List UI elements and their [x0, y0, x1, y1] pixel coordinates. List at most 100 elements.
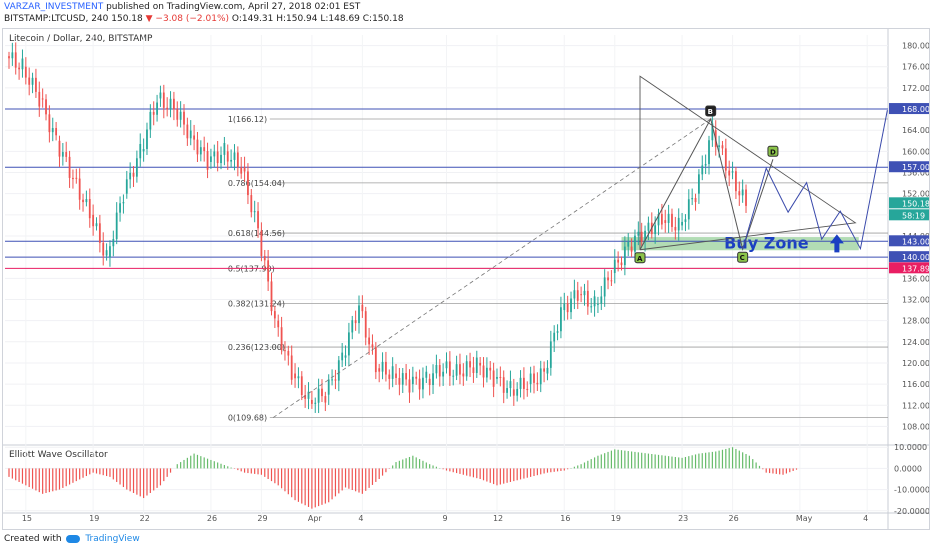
- candle-body: [472, 367, 475, 373]
- candle-body: [203, 147, 206, 152]
- candle-body: [475, 357, 478, 373]
- candle-body: [162, 92, 165, 108]
- wave-label-marker: [634, 252, 646, 264]
- price-tick-label: 108.00: [902, 422, 929, 431]
- time-tick-label: 26: [729, 514, 739, 523]
- candle-body: [529, 373, 532, 385]
- candle-body: [216, 151, 219, 164]
- candle-body: [51, 128, 54, 133]
- symbol-label: BITSTAMP:LTCUSD, 240: [4, 14, 109, 24]
- candle-body: [358, 305, 360, 324]
- candle-body: [506, 388, 508, 393]
- osc-tick-label: -10.0000: [894, 486, 929, 495]
- candle-body: [745, 189, 747, 206]
- candle-body: [378, 368, 381, 372]
- price-level-tag: [889, 103, 929, 115]
- candle-body: [105, 250, 108, 256]
- candle-body: [243, 167, 246, 172]
- candle-body: [290, 355, 293, 380]
- candle-body: [613, 259, 616, 274]
- time-tick-label: 23: [678, 514, 688, 523]
- wave-label-a: A: [637, 255, 643, 263]
- candle-body: [388, 374, 391, 379]
- candle-body: [18, 67, 20, 70]
- candle-body: [270, 281, 273, 312]
- candle-body: [583, 290, 586, 296]
- candle-body: [667, 213, 670, 223]
- candle-body: [236, 152, 239, 168]
- main-chart-title: Litecoin / Dollar, 240, BITSTAMP: [9, 34, 153, 44]
- time-tick-label: 4: [863, 514, 868, 523]
- time-tick-label: Apr: [308, 514, 323, 523]
- time-tick-label: 16: [560, 514, 570, 523]
- candle-body: [553, 332, 556, 342]
- candle-body: [607, 277, 609, 281]
- last-price: 150.18: [111, 14, 143, 24]
- candle-body: [341, 352, 344, 361]
- candle-body: [681, 221, 683, 226]
- candle-body: [58, 140, 61, 157]
- candle-body: [351, 320, 354, 333]
- candle-body: [411, 376, 414, 385]
- candle-body: [273, 311, 276, 319]
- candle-body: [146, 129, 148, 149]
- price-level-tag-text: 168.00: [902, 105, 929, 114]
- projection-path: [742, 110, 888, 251]
- author-link[interactable]: VARZAR_INVESTMENT: [4, 2, 104, 12]
- candle-body: [623, 246, 626, 266]
- candle-body: [233, 152, 236, 160]
- candle-body: [176, 109, 179, 120]
- candle-body: [348, 332, 350, 356]
- candle-body: [482, 365, 485, 378]
- candle-body: [385, 361, 387, 375]
- candle-body: [415, 376, 418, 379]
- chart-canvas[interactable]: Litecoin / Dollar, 240, BITSTAMP Elliott…: [3, 29, 929, 529]
- candle-body: [119, 203, 121, 213]
- time-tick-label: 19: [89, 514, 99, 523]
- countdown-text: 58:19: [902, 211, 925, 220]
- candle-body: [38, 91, 41, 107]
- candle-body: [664, 220, 667, 223]
- candle-body: [75, 177, 78, 179]
- candle-body: [223, 143, 226, 155]
- wave-label-b: B: [708, 108, 713, 116]
- fib-level-label: 0.618(144.56): [228, 229, 285, 238]
- candle-body: [179, 111, 182, 120]
- candle-body: [647, 222, 650, 231]
- candle-body: [391, 366, 394, 379]
- candle-body: [337, 360, 340, 381]
- tradingview-logo-icon: [66, 534, 81, 543]
- candle-body: [405, 373, 408, 380]
- chart-header: VARZAR_INVESTMENT published on TradingVi…: [0, 0, 932, 30]
- candle-body: [600, 296, 603, 304]
- candle-body: [88, 199, 91, 219]
- price-tick-label: 156.00: [902, 169, 929, 178]
- price-level-tag-text: 143.00: [902, 237, 929, 246]
- candle-body: [637, 231, 640, 236]
- candle-body: [95, 223, 98, 227]
- fib-level-label: 0.236(123.00): [228, 343, 285, 352]
- candle-body: [741, 189, 744, 196]
- price-tick-label: 136.00: [902, 274, 929, 283]
- candle-body: [630, 246, 633, 252]
- candle-body: [267, 260, 270, 282]
- candle-body: [620, 262, 623, 266]
- publish-info: published on TradingView.com, April 27, …: [106, 2, 361, 12]
- chart-frame: Litecoin / Dollar, 240, BITSTAMP Elliott…: [2, 28, 930, 530]
- candle-body: [738, 191, 741, 196]
- price-tick-label: 180.00: [902, 42, 929, 51]
- candle-body: [260, 230, 263, 257]
- candle-body: [465, 361, 468, 377]
- candle-body: [536, 382, 539, 385]
- candle-body: [321, 388, 323, 397]
- candle-body: [334, 379, 337, 381]
- candle-body: [731, 171, 734, 173]
- time-tick-label: 12: [493, 514, 503, 523]
- candle-body: [499, 376, 502, 378]
- tradingview-brand[interactable]: TradingView: [85, 534, 140, 544]
- price-level-tag-text: 140.00: [902, 253, 929, 262]
- candle-body: [718, 145, 720, 148]
- candle-body: [8, 56, 10, 59]
- wave-label-marker: [705, 105, 717, 117]
- quote-line: BITSTAMP:LTCUSD, 240 150.18 ▼ −3.08 (−2.…: [4, 14, 404, 25]
